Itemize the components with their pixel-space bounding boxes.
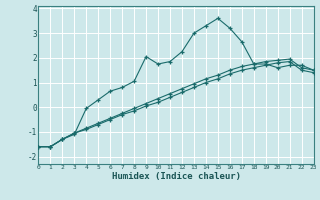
X-axis label: Humidex (Indice chaleur): Humidex (Indice chaleur) bbox=[111, 172, 241, 181]
